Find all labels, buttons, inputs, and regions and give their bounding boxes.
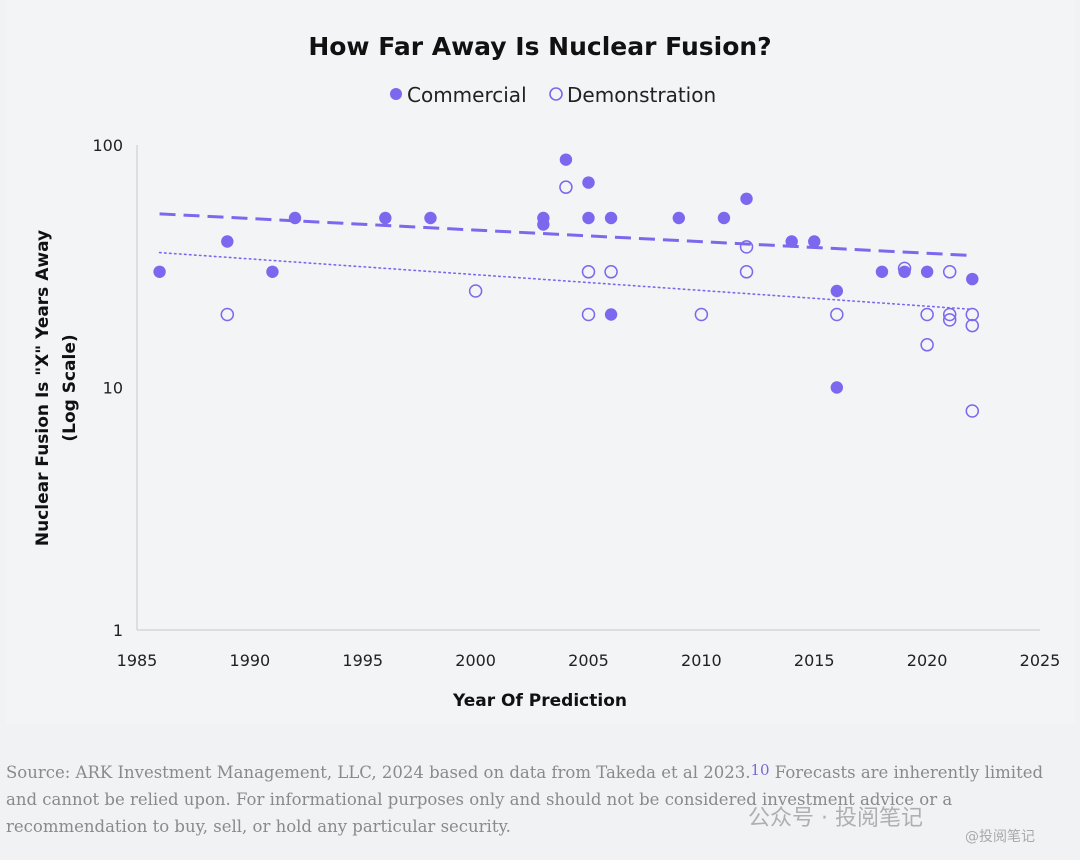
point-demonstration bbox=[920, 307, 934, 322]
point-commercial bbox=[785, 235, 798, 248]
point-demonstration bbox=[581, 265, 596, 279]
point-demonstration bbox=[942, 307, 957, 322]
point-commercial bbox=[604, 308, 618, 321]
point-commercial bbox=[717, 211, 731, 225]
chart-title: How Far Away Is Nuclear Fusion? bbox=[308, 32, 771, 61]
point-commercial bbox=[672, 211, 685, 225]
point-demonstration bbox=[897, 261, 912, 276]
point-commercial bbox=[604, 211, 618, 225]
source-caption: Source: ARK Investment Management, LLC, … bbox=[6, 757, 1074, 840]
x-axis-title: Year Of Prediction bbox=[452, 691, 627, 711]
y-tick-label: 100 bbox=[92, 136, 123, 155]
point-commercial bbox=[898, 265, 911, 278]
trend-line-demonstration bbox=[158, 251, 974, 311]
point-demonstration bbox=[581, 307, 596, 322]
x-tick-label: 2010 bbox=[681, 651, 722, 670]
y-axis-title: Nuclear Fusion Is "X" Years Away (Log Sc… bbox=[33, 230, 80, 546]
point-commercial bbox=[424, 211, 437, 225]
data-points bbox=[153, 153, 980, 418]
point-commercial bbox=[288, 211, 302, 225]
point-demonstration bbox=[604, 265, 618, 279]
x-tick-label: 2000 bbox=[455, 651, 496, 670]
point-commercial bbox=[740, 192, 753, 205]
y-axis-title-line1: Nuclear Fusion Is "X" Years Away bbox=[33, 230, 53, 546]
point-demonstration bbox=[559, 180, 573, 194]
x-tick-label: 2020 bbox=[907, 651, 948, 670]
point-commercial bbox=[808, 235, 821, 248]
x-tick-label: 2005 bbox=[568, 651, 609, 670]
trend-line-commercial bbox=[159, 212, 973, 258]
point-demonstration bbox=[739, 240, 754, 254]
x-tick-label: 1985 bbox=[117, 651, 158, 670]
y-tick-label: 10 bbox=[103, 379, 123, 398]
point-commercial bbox=[582, 211, 595, 225]
y-tick-labels: 100 10 1 bbox=[92, 136, 123, 640]
caption-text-after: Forecasts are inherently limited and can… bbox=[6, 763, 1044, 836]
point-demonstration bbox=[965, 318, 980, 333]
caption-text-before: Source: ARK Investment Management, LLC, … bbox=[6, 763, 751, 782]
point-demonstration bbox=[220, 307, 235, 322]
x-tick-label: 2025 bbox=[1020, 651, 1061, 670]
point-commercial bbox=[582, 176, 595, 189]
caption-footnote: 10 bbox=[750, 761, 770, 779]
point-demonstration bbox=[942, 265, 957, 279]
point-commercial bbox=[559, 153, 573, 166]
point-demonstration bbox=[694, 307, 709, 322]
legend-marker-demonstration bbox=[549, 87, 563, 101]
trend-lines bbox=[158, 212, 974, 311]
point-commercial bbox=[221, 235, 234, 248]
x-tick-labels: 1985 1990 1995 2000 2005 2010 2015 2020 2025 bbox=[117, 651, 1061, 670]
point-commercial bbox=[830, 381, 844, 394]
x-tick-label: 1990 bbox=[230, 651, 271, 670]
watermark-line2: @投阅笔记 bbox=[965, 829, 1035, 845]
point-commercial bbox=[920, 265, 934, 278]
y-axis-title-line2: (Log Scale) bbox=[60, 334, 80, 441]
chart-svg: How Far Away Is Nuclear Fusion? Commerci… bbox=[33, 32, 1061, 711]
legend: Commercial Demonstration bbox=[390, 83, 716, 107]
point-commercial bbox=[966, 272, 979, 286]
legend-marker-commercial bbox=[390, 88, 402, 100]
point-commercial bbox=[830, 284, 844, 298]
legend-label-demonstration: Demonstration bbox=[567, 83, 716, 107]
point-commercial bbox=[875, 265, 889, 278]
point-commercial bbox=[153, 265, 166, 278]
x-tick-label: 1995 bbox=[342, 651, 383, 670]
point-demonstration bbox=[942, 313, 957, 327]
point-demonstration bbox=[739, 265, 754, 279]
point-demonstration bbox=[965, 307, 980, 322]
point-commercial bbox=[379, 211, 392, 225]
point-commercial bbox=[537, 218, 550, 231]
legend-label-commercial: Commercial bbox=[407, 83, 527, 107]
chart-panel: How Far Away Is Nuclear Fusion? Commerci… bbox=[6, 0, 1075, 724]
point-demonstration bbox=[920, 338, 934, 352]
point-demonstration bbox=[965, 404, 980, 418]
x-tick-label: 2015 bbox=[794, 651, 835, 670]
y-tick-label: 1 bbox=[113, 621, 123, 640]
point-commercial bbox=[266, 265, 279, 278]
watermark-line1: 公众号 · 投阅笔记 bbox=[748, 806, 923, 831]
point-demonstration bbox=[468, 284, 483, 298]
point-demonstration bbox=[830, 307, 844, 322]
